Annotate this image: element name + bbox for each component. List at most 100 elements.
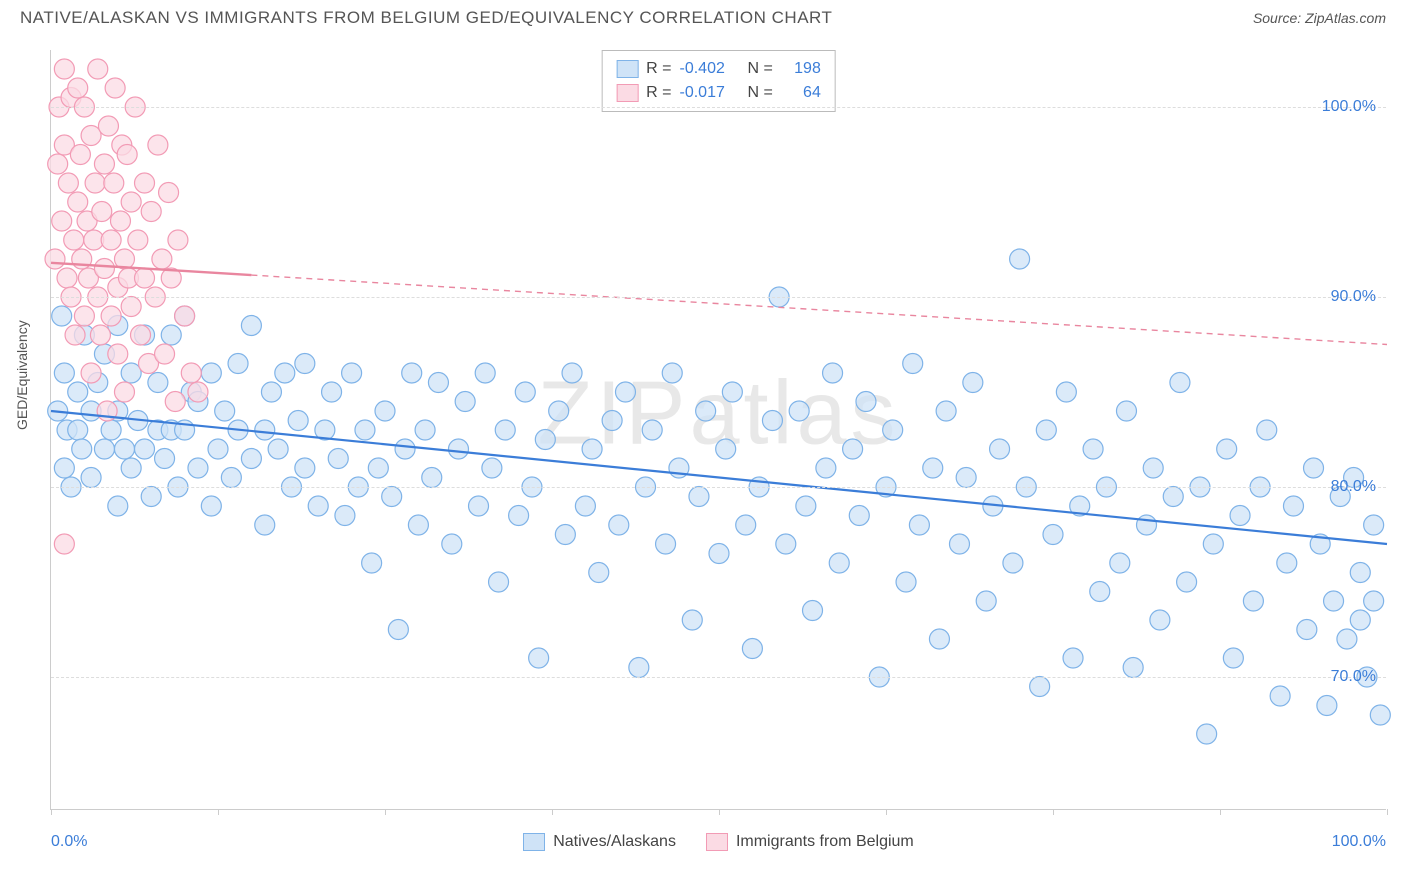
data-point (168, 230, 188, 250)
data-point (181, 363, 201, 383)
data-point (101, 420, 121, 440)
data-point (155, 449, 175, 469)
data-point (1297, 620, 1317, 640)
data-point (1203, 534, 1223, 554)
gridline (51, 107, 1386, 108)
data-point (776, 534, 796, 554)
data-point (110, 211, 130, 231)
data-point (275, 363, 295, 383)
data-point (1317, 696, 1337, 716)
data-point (68, 382, 88, 402)
y-tick-label: 90.0% (1331, 288, 1376, 306)
y-tick-label: 100.0% (1322, 98, 1376, 116)
legend-swatch (616, 60, 638, 78)
stats-legend: R =-0.402N =198R =-0.017N =64 (601, 50, 836, 112)
data-point (422, 468, 442, 488)
data-point (175, 306, 195, 326)
data-point (762, 411, 782, 431)
data-point (803, 601, 823, 621)
gridline (51, 487, 1386, 488)
data-point (1110, 553, 1130, 573)
data-point (1116, 401, 1136, 421)
data-point (1036, 420, 1056, 440)
y-axis-label: GED/Equivalency (14, 320, 30, 430)
data-point (509, 506, 529, 526)
legend-row: R =-0.402N =198 (616, 57, 821, 81)
data-point (322, 382, 342, 402)
data-point (161, 325, 181, 345)
data-point (535, 430, 555, 450)
x-min-label: 0.0% (51, 833, 87, 851)
data-point (555, 525, 575, 545)
data-point (716, 439, 736, 459)
chart-title: NATIVE/ALASKAN VS IMMIGRANTS FROM BELGIU… (20, 8, 832, 28)
data-point (1324, 591, 1344, 611)
data-point (742, 639, 762, 659)
data-point (52, 306, 72, 326)
data-point (1063, 648, 1083, 668)
data-point (1270, 686, 1290, 706)
source-label: Source: ZipAtlas.com (1253, 10, 1386, 26)
data-point (1217, 439, 1237, 459)
data-point (642, 420, 662, 440)
data-point (1010, 249, 1030, 269)
data-point (74, 306, 94, 326)
data-point (58, 173, 78, 193)
data-point (1283, 496, 1303, 516)
legend-n-label: N = (748, 57, 773, 81)
data-point (1030, 677, 1050, 697)
data-point (215, 401, 235, 421)
data-point (121, 297, 141, 317)
data-point (342, 363, 362, 383)
y-tick-label: 70.0% (1331, 668, 1376, 686)
data-point (128, 230, 148, 250)
data-point (155, 344, 175, 364)
gridline (51, 297, 1386, 298)
legend-label: Immigrants from Belgium (736, 833, 914, 851)
data-point (105, 78, 125, 98)
data-point (1277, 553, 1297, 573)
legend-swatch (523, 833, 545, 851)
data-point (662, 363, 682, 383)
data-point (228, 354, 248, 374)
data-point (1137, 515, 1157, 535)
data-point (135, 173, 155, 193)
data-point (1177, 572, 1197, 592)
data-point (629, 658, 649, 678)
data-point (98, 116, 118, 136)
data-point (549, 401, 569, 421)
data-point (148, 373, 168, 393)
data-point (1370, 705, 1390, 725)
x-tick (1387, 809, 1388, 815)
data-point (448, 439, 468, 459)
data-point (442, 534, 462, 554)
trend-line (251, 275, 1387, 344)
data-point (201, 496, 221, 516)
data-point (255, 515, 275, 535)
x-tick (1053, 809, 1054, 815)
data-point (1056, 382, 1076, 402)
data-point (48, 154, 68, 174)
data-point (268, 439, 288, 459)
data-point (1350, 563, 1370, 583)
data-point (368, 458, 388, 478)
data-point (1083, 439, 1103, 459)
data-point (221, 468, 241, 488)
chart-area: ZIPatlas R =-0.402N =198R =-0.017N =64 N… (50, 50, 1386, 810)
data-point (789, 401, 809, 421)
data-point (45, 249, 65, 269)
x-tick (218, 809, 219, 815)
data-point (121, 363, 141, 383)
data-point (188, 382, 208, 402)
data-point (241, 449, 261, 469)
data-point (54, 458, 74, 478)
data-point (696, 401, 716, 421)
data-point (152, 249, 172, 269)
data-point (682, 610, 702, 630)
data-point (57, 268, 77, 288)
x-tick (719, 809, 720, 815)
data-point (489, 572, 509, 592)
data-point (335, 506, 355, 526)
data-point (589, 563, 609, 583)
data-point (121, 458, 141, 478)
